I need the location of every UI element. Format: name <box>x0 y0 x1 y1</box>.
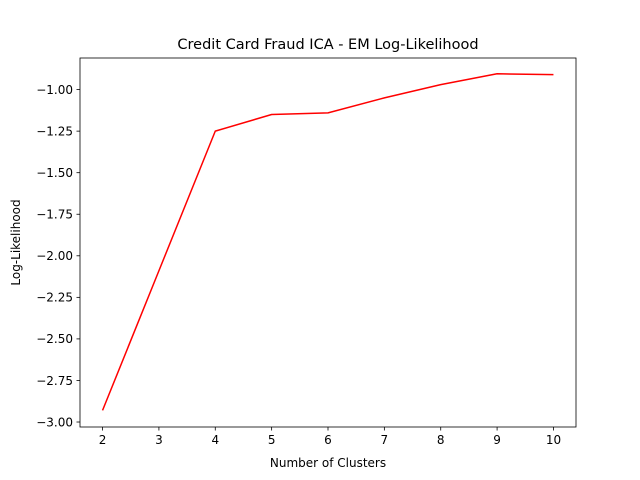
x-axis: 2 3 4 5 6 7 8 9 10 <box>99 427 561 447</box>
y-tick-label: −2.25 <box>36 291 73 305</box>
y-tick-label: −2.00 <box>36 249 73 263</box>
y-tick-label: −2.50 <box>36 332 73 346</box>
chart-title: Credit Card Fraud ICA - EM Log-Likelihoo… <box>177 37 478 53</box>
x-tick-label: 7 <box>381 433 389 447</box>
x-tick-label: 8 <box>437 433 445 447</box>
series-line-0 <box>101 73 554 411</box>
y-tick-label: −3.00 <box>36 415 73 429</box>
y-tick-label: −1.25 <box>36 124 73 138</box>
y-tick-label: −1.50 <box>36 166 73 180</box>
x-tick-label: 6 <box>324 433 332 447</box>
x-axis-label: Number of Clusters <box>270 456 386 470</box>
x-tick-label: 2 <box>99 433 107 447</box>
y-tick-label: −1.75 <box>36 208 73 222</box>
y-tick-label: −1.00 <box>36 83 73 97</box>
x-tick-label: 10 <box>546 433 561 447</box>
y-tick-label: −2.75 <box>36 374 73 388</box>
x-tick-label: 9 <box>493 433 501 447</box>
plot-area <box>101 73 554 411</box>
y-axis-label: Log-Likelihood <box>9 199 23 285</box>
x-tick-label: 4 <box>211 433 219 447</box>
x-tick-label: 3 <box>155 433 163 447</box>
x-tick-label: 5 <box>268 433 276 447</box>
y-axis: −1.00 −1.25 −1.50 −1.75 −2.00 −2.25 −2.50 −2.75… <box>36 83 80 429</box>
